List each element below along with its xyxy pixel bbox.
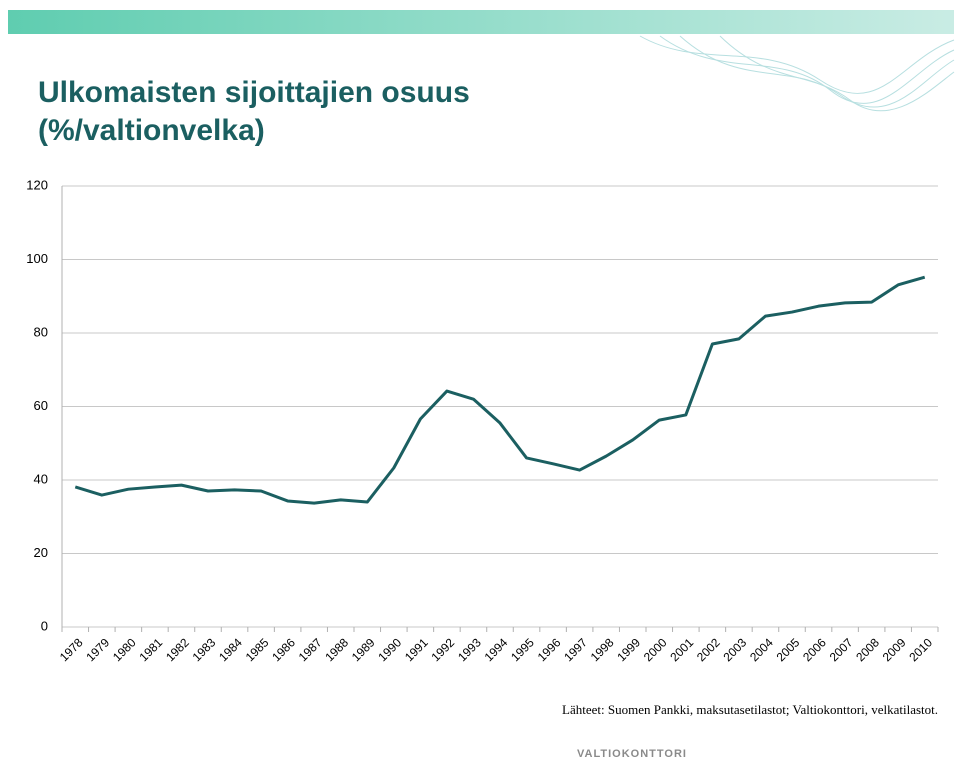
x-tick-label: 2006: [800, 635, 829, 664]
y-tick-label: 100: [26, 251, 48, 266]
top-banner: [8, 10, 954, 34]
x-tick-label: 1981: [136, 635, 165, 664]
x-tick-label: 1987: [296, 635, 325, 664]
x-tick-label: 1996: [535, 635, 564, 664]
x-tick-label: 1984: [216, 635, 245, 664]
x-tick-label: 1988: [322, 635, 351, 664]
decor-waves: [639, 35, 955, 112]
x-tick-label: 1998: [588, 635, 617, 664]
x-tick-label: 2004: [747, 635, 776, 664]
x-tick-label: 1994: [482, 635, 511, 664]
x-tick-label: 1995: [508, 635, 537, 664]
x-tick-label: 1986: [269, 635, 298, 664]
x-tick-label: 2000: [641, 635, 670, 664]
x-tick-label: 2005: [774, 635, 803, 664]
y-tick-label: 40: [34, 471, 48, 486]
x-tick-label: 1982: [163, 635, 192, 664]
data-line: [74, 275, 926, 505]
y-tick-label: 20: [34, 545, 48, 560]
logo: VALTIOKONTTORI: [577, 748, 687, 760]
x-tick-label: 1992: [428, 635, 457, 664]
x-tick-label: 1997: [561, 635, 590, 664]
x-tick-label: 1991: [402, 635, 431, 664]
x-tick-label: 2002: [694, 635, 723, 664]
x-tick-label: 1979: [83, 635, 112, 664]
y-tick-label: 80: [34, 324, 48, 339]
chart-title: (%/valtionvelka): [38, 114, 265, 147]
y-tick-label: 120: [26, 177, 48, 192]
source-note: Lähteet: Suomen Pankki, maksutasetilasto…: [562, 702, 938, 717]
x-tick-label: 1985: [243, 635, 272, 664]
x-tick-label: 1983: [190, 635, 219, 664]
y-tick-label: 0: [41, 618, 48, 633]
x-tick-label: 1978: [57, 635, 86, 664]
chart-title: Ulkomaisten sijoittajien osuus: [38, 76, 470, 109]
x-tick-label: 2009: [880, 635, 909, 664]
x-tick-label: 2003: [720, 635, 749, 664]
x-tick-label: 2001: [667, 635, 696, 664]
x-tick-label: 2010: [906, 635, 935, 664]
x-tick-label: 1993: [455, 635, 484, 664]
x-tick-label: 1990: [375, 635, 404, 664]
x-tick-label: 2008: [853, 635, 882, 664]
x-tick-label: 1989: [349, 635, 378, 664]
x-tick-label: 1999: [614, 635, 643, 664]
x-tick-label: 2007: [827, 635, 856, 664]
y-tick-label: 60: [34, 398, 48, 413]
x-tick-label: 1980: [110, 635, 139, 664]
